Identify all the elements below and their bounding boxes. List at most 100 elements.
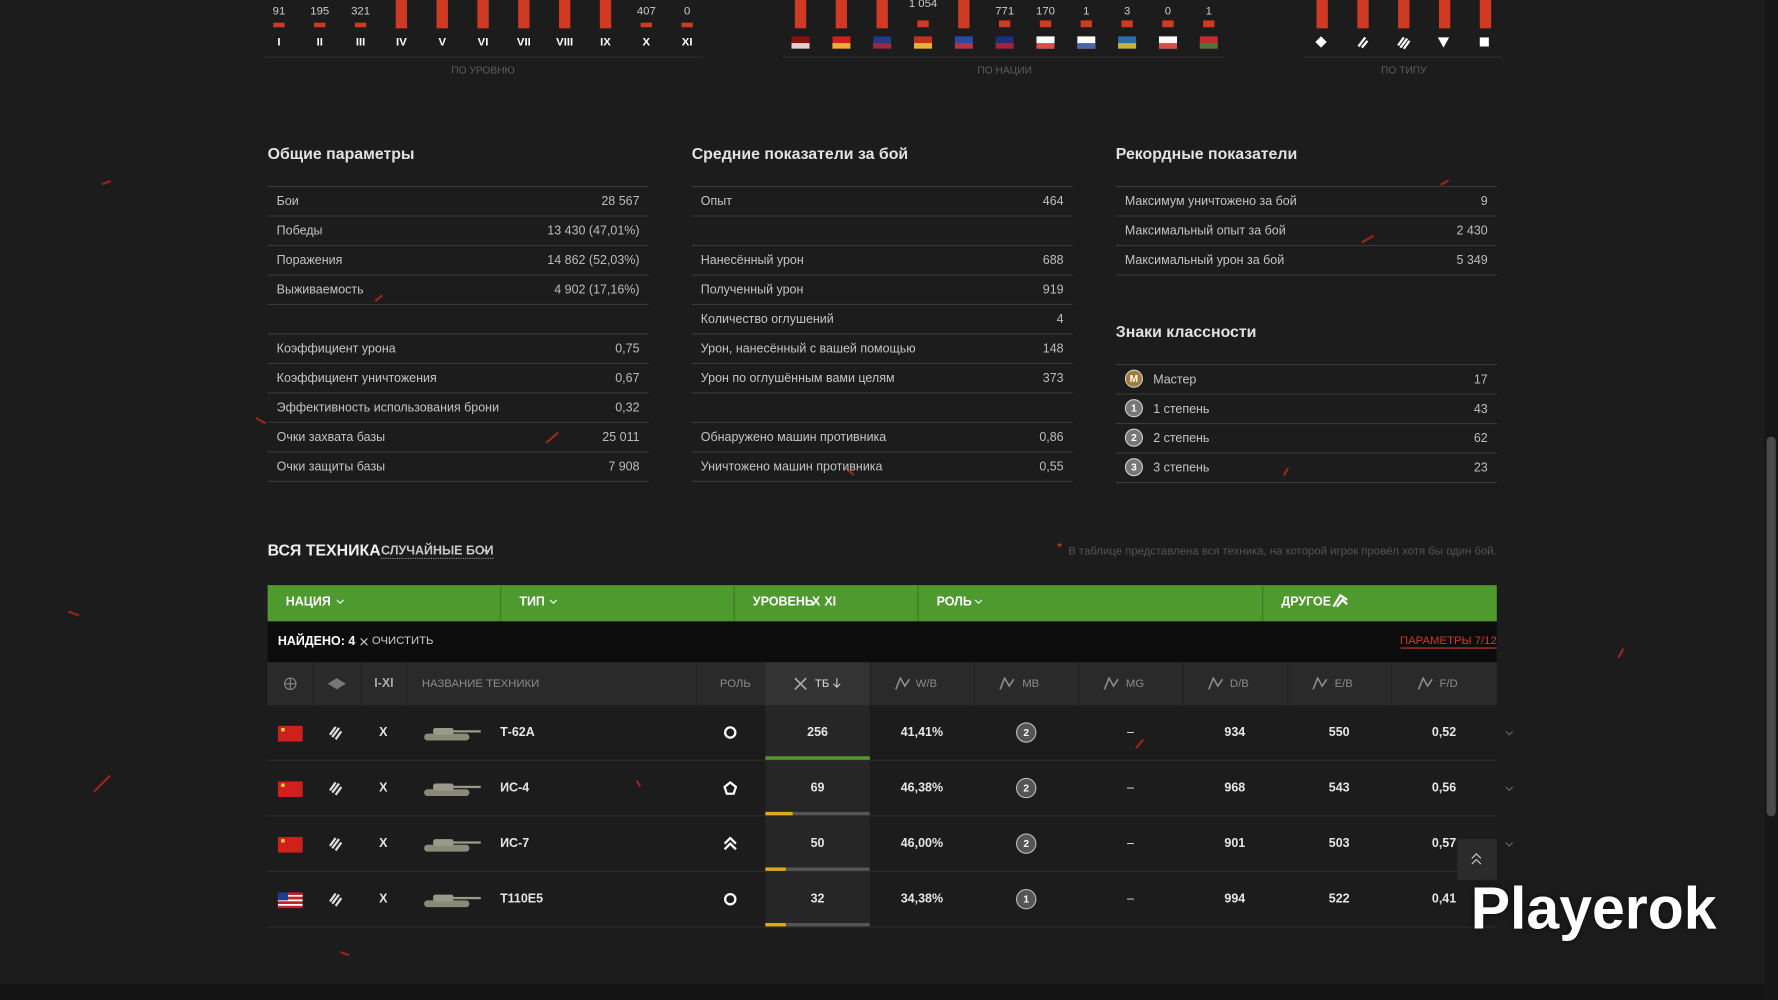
filter-divider bbox=[733, 585, 735, 622]
stat-value: 0,75 bbox=[615, 342, 640, 357]
class-row: 3 3 степень 23 bbox=[1115, 454, 1497, 484]
stat-label: Урон по оглушённым вами целям bbox=[700, 371, 895, 386]
nation-flag bbox=[277, 725, 303, 742]
mode-select[interactable]: СЛУЧАЙНЫЕ БОИ bbox=[381, 544, 494, 560]
level-label: III bbox=[355, 36, 366, 49]
nation-count: 1 bbox=[1083, 5, 1090, 19]
icon-shape bbox=[1479, 37, 1489, 47]
cell-db: 968 bbox=[1224, 781, 1246, 795]
header-icon bbox=[1417, 676, 1433, 690]
class-value: 62 bbox=[1473, 432, 1488, 446]
stat-label: Коэффициент уничтожения bbox=[276, 371, 437, 386]
cell-eb: 543 bbox=[1328, 781, 1350, 795]
cell-battles: 69 bbox=[810, 781, 825, 795]
header-cell[interactable]: MB bbox=[1022, 678, 1040, 691]
filter-bar bbox=[267, 585, 1497, 622]
mastery-badge: 2 bbox=[1016, 833, 1037, 854]
params-link[interactable]: ПАРАМЕТРЫ 7/12 bbox=[1399, 635, 1497, 649]
vehicle-row: X ИС-4 69 46,38% 2 – 968 543 0,56 bbox=[267, 760, 1497, 817]
stat-value: 5 349 bbox=[1456, 254, 1488, 268]
header-icon bbox=[1103, 676, 1119, 690]
nation-bar bbox=[1121, 20, 1133, 28]
icon-shape bbox=[453, 896, 481, 900]
icon-shape bbox=[281, 839, 285, 843]
battles-cell-bg bbox=[765, 705, 870, 760]
mastery-badge: 2 bbox=[1016, 722, 1037, 743]
icon-shape bbox=[1357, 36, 1369, 49]
icon-shape bbox=[833, 678, 841, 688]
filter-button[interactable]: ДРУГОЕ bbox=[1281, 595, 1332, 609]
header-cell[interactable]: MG bbox=[1125, 678, 1145, 691]
cell-fd: 0,52 bbox=[1431, 725, 1457, 740]
level-bar bbox=[681, 22, 693, 28]
nation-bar bbox=[958, 0, 970, 29]
stat-value: 0,67 bbox=[615, 371, 640, 386]
filter-value: XI bbox=[824, 595, 837, 609]
header-cell[interactable]: F/D bbox=[1439, 678, 1458, 691]
filter-button[interactable]: ТИП bbox=[519, 595, 545, 609]
type-bar bbox=[1438, 0, 1451, 29]
battles-bar bbox=[765, 811, 793, 816]
header-icon bbox=[1312, 676, 1328, 690]
strip-divider bbox=[782, 56, 1225, 58]
stat-label: Урон, нанесённый с вашей помощью bbox=[700, 342, 916, 357]
cell-name: Т-62А bbox=[500, 725, 535, 740]
header-cell[interactable]: E/B bbox=[1334, 678, 1353, 691]
nation-bar bbox=[835, 0, 848, 29]
header-icon bbox=[1207, 676, 1224, 690]
icon-shape bbox=[1199, 43, 1218, 49]
stat-row: Урон по оглушённым вами целям 373 bbox=[691, 364, 1073, 394]
header-cell[interactable]: W/B bbox=[915, 678, 938, 691]
nation-bar bbox=[917, 20, 929, 28]
header-icon bbox=[895, 676, 911, 690]
header-cell[interactable]: РОЛЬ bbox=[719, 678, 751, 691]
stat-label: Уничтожено машин противника bbox=[700, 460, 883, 474]
icon-shape bbox=[724, 892, 737, 906]
battles-cell-bg bbox=[765, 816, 870, 871]
header-cell[interactable]: ТБ bbox=[814, 678, 830, 691]
icon-shape bbox=[424, 844, 470, 852]
stat-row: Очки захвата базы 25 011 bbox=[267, 423, 649, 453]
class-badge: M bbox=[1124, 369, 1144, 388]
stat-label: Максимальный урон за бой bbox=[1124, 254, 1285, 268]
nation-flag bbox=[277, 781, 303, 798]
level-label: VIII bbox=[556, 36, 574, 49]
stat-row: Поражения 14 862 (52,03%) bbox=[267, 246, 649, 276]
stat-row: Полученный урон 919 bbox=[691, 276, 1073, 306]
class-label: 3 степень bbox=[1153, 461, 1210, 476]
tank-image bbox=[424, 727, 481, 741]
battles-cell-bg bbox=[765, 871, 870, 927]
filter-button[interactable]: РОЛЬ bbox=[936, 595, 972, 609]
icon-shape bbox=[281, 783, 285, 787]
stat-row: Опыт 464 bbox=[691, 187, 1073, 217]
cell-mg: – bbox=[1127, 892, 1135, 907]
table-title: ВСЯ ТЕХНИКА bbox=[267, 540, 381, 560]
icon-shape bbox=[1417, 676, 1433, 690]
icon-shape bbox=[1103, 676, 1119, 690]
icon-shape bbox=[549, 599, 558, 605]
header-divider bbox=[405, 662, 408, 706]
icon-shape bbox=[1036, 43, 1055, 49]
tank-image bbox=[424, 894, 481, 908]
clear-button[interactable]: ОЧИСТИТЬ bbox=[371, 635, 434, 648]
filter-button[interactable]: НАЦИЯ bbox=[285, 595, 331, 609]
cell-mg: – bbox=[1127, 781, 1135, 795]
nation-count: 1 bbox=[1205, 5, 1212, 19]
filter-button[interactable]: УРОВЕНЬ bbox=[752, 595, 814, 609]
class-badge: 3 bbox=[1124, 458, 1144, 477]
level-label: XI bbox=[681, 36, 693, 49]
cell-fd: 0,56 bbox=[1431, 781, 1457, 795]
chevron bbox=[549, 599, 558, 605]
type-icon bbox=[1357, 36, 1369, 49]
stat-label: Коэффициент урона bbox=[276, 342, 396, 357]
header-cell[interactable]: D/B bbox=[1229, 678, 1249, 691]
type-icon bbox=[329, 892, 343, 907]
table-note: В таблице представлена вся техника, на к… bbox=[1068, 545, 1497, 558]
cell-db: 994 bbox=[1224, 892, 1246, 907]
header-icon bbox=[999, 676, 1015, 690]
level-label: IX bbox=[600, 36, 611, 49]
strip-divider bbox=[264, 56, 704, 58]
tank-image bbox=[424, 783, 481, 797]
stat-label: Опыт bbox=[700, 195, 732, 209]
chevron bbox=[482, 548, 491, 554]
